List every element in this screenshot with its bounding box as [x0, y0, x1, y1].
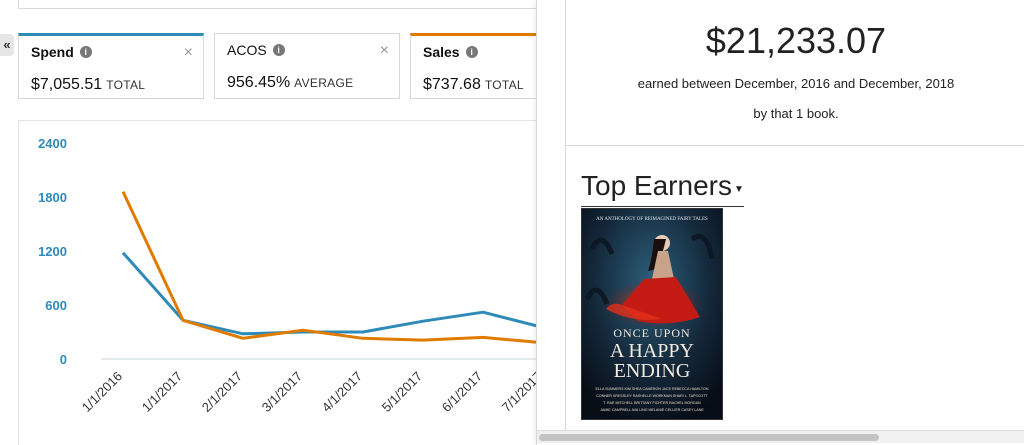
- info-icon[interactable]: i: [79, 46, 92, 58]
- earnings-books: by that 1 book.: [753, 106, 839, 121]
- y-tick-label: 1200: [38, 244, 67, 259]
- metric-value-spend: $7,055.51: [31, 76, 103, 93]
- earnings-amount: $21,233.07: [705, 20, 887, 61]
- book-title-line2: A HAPPY: [610, 340, 694, 362]
- earnings-period: earned between December, 2016 and Decemb…: [637, 76, 955, 91]
- x-tick-label: 1/1/2016: [79, 369, 125, 415]
- x-tick-label: 7/1/2017: [499, 369, 540, 415]
- metric-card-sales[interactable]: Sales i $737.68 TOTAL: [410, 33, 540, 99]
- book-authors-line4: JAMIE CAMPBELL AVA LING MELANIE CELLIER …: [600, 408, 704, 412]
- close-icon[interactable]: ×: [379, 42, 389, 59]
- performance-chart-panel: 2400 1800 1200 600 0 1/1/2016 1/1/2017 2/1/2017…: [18, 120, 540, 445]
- earnings-summary: $21,233.07 earned between December, 2016…: [565, 0, 1024, 146]
- info-icon[interactable]: i: [272, 44, 285, 56]
- book-series-text: AN ANTHOLOGY OF REIMAGINED FAIRY TALES: [596, 217, 708, 222]
- x-tick-label: 6/1/2017: [439, 369, 485, 415]
- x-tick-label: 4/1/2017: [319, 369, 365, 415]
- top-earners-dropdown[interactable]: Top Earners ▼: [581, 166, 744, 207]
- metric-unit-sales: TOTAL: [484, 78, 524, 92]
- series-line-spend: [121, 251, 540, 336]
- close-icon[interactable]: ×: [183, 44, 193, 61]
- campaign-panel: « Spend i × $7,055.51 TOTAL ACOS i × 956.…: [0, 0, 540, 445]
- x-tick-label: 5/1/2017: [379, 369, 425, 415]
- series-line-sales: [121, 190, 540, 345]
- book-cover[interactable]: AN ANTHOLOGY OF REIMAGINED FAIRY TALES O…: [581, 208, 723, 420]
- metric-label-sales: Sales: [423, 44, 460, 60]
- book-title-line3: ENDING: [614, 360, 691, 382]
- y-tick-label: 600: [45, 298, 67, 313]
- earnings-panel: $21,233.07 earned between December, 2016…: [536, 0, 1024, 445]
- book-authors-line3: T. RAE MITCHELL BRITTANY FICHTER RACHEL …: [603, 401, 701, 405]
- info-icon[interactable]: i: [465, 46, 478, 58]
- book-authors-line2: CONNER KRESSLEY RASHELLE WORKMAN SHARI L…: [596, 394, 708, 398]
- metric-unit-acos: AVERAGE: [294, 76, 354, 90]
- metric-card-spend[interactable]: Spend i × $7,055.51 TOTAL: [18, 33, 204, 99]
- metric-label-acos: ACOS: [227, 42, 267, 58]
- top-strip: [18, 0, 540, 9]
- book-cover-art: AN ANTHOLOGY OF REIMAGINED FAIRY TALES O…: [582, 209, 722, 419]
- x-tick-label: 1/1/2017: [139, 369, 185, 415]
- metric-unit-spend: TOTAL: [106, 78, 146, 92]
- divider: [565, 145, 566, 430]
- y-tick-label: 1800: [38, 190, 67, 205]
- book-authors-line1: ELLA SUMMERS KIM SHEA CAMERON JACE REBEC…: [596, 387, 709, 391]
- top-earners-label: Top Earners: [581, 170, 732, 201]
- x-tick-label: 2/1/2017: [199, 369, 245, 415]
- x-tick-label: 3/1/2017: [259, 369, 305, 415]
- book-title-line1: ONCE UPON: [613, 326, 690, 340]
- y-tick-label: 0: [60, 352, 67, 367]
- y-tick-label: 2400: [38, 136, 67, 151]
- horizontal-scrollbar[interactable]: [537, 430, 1024, 443]
- collapse-sidebar-button[interactable]: «: [0, 34, 14, 56]
- scrollbar-thumb[interactable]: [539, 434, 879, 441]
- metric-card-acos[interactable]: ACOS i × 956.45% AVERAGE: [214, 33, 400, 99]
- metric-value-acos: 956.45%: [227, 74, 291, 91]
- caret-down-icon: ▼: [733, 184, 744, 195]
- performance-chart: 2400 1800 1200 600 0 1/1/2016 1/1/2017 2/1/2017…: [38, 136, 540, 415]
- metric-value-sales: $737.68: [423, 76, 481, 93]
- metric-label-spend: Spend: [31, 44, 74, 60]
